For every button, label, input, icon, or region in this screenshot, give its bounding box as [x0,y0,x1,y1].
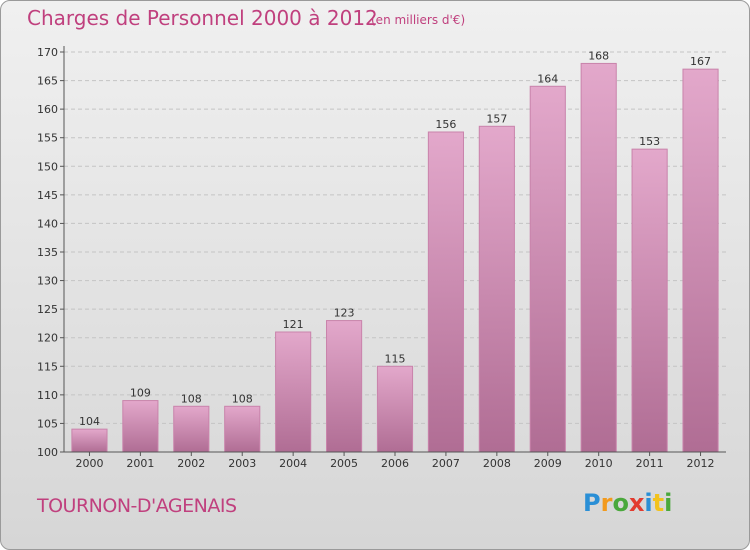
bar-value-label: 153 [639,135,660,148]
bar-value-label: 104 [79,415,100,428]
y-tick-label: 160 [37,103,58,116]
bar-value-label: 109 [130,387,151,400]
x-tick-label: 2006 [381,457,409,470]
chart-title: Charges de Personnel 2000 à 2012 [27,6,378,30]
bar [580,62,617,453]
x-tick-label: 2007 [432,457,460,470]
logo-letter: r [600,489,613,517]
axes [60,46,726,456]
y-tick-label: 100 [37,446,58,459]
x-tick-label: 2002 [177,457,205,470]
bar-series [71,62,719,453]
y-tick-label: 110 [37,389,58,402]
bar [478,125,515,453]
commune-name: TOURNON-D'AGENAIS [37,495,237,517]
y-tick-label: 155 [37,132,58,145]
logo-letter: o [612,489,629,517]
y-tick-label: 130 [37,275,58,288]
labels: 100 105 110 115 120 125 130 135 140 145 150 155 160 1… [37,46,715,470]
bar-value-label: 108 [232,392,253,405]
x-tick-label: 2004 [279,457,307,470]
bar-value-label: 123 [334,307,355,320]
x-tick-label: 2012 [687,457,715,470]
y-tick-label: 135 [37,246,58,259]
bar-value-label: 156 [435,118,456,131]
x-tick-label: 2005 [330,457,358,470]
bar-value-label: 108 [181,392,202,405]
bar-value-label: 164 [537,72,558,85]
bar [122,400,159,453]
bar [71,428,108,453]
logo-letter: i [644,489,653,517]
bar [682,68,719,453]
logo-letter: t [652,489,665,517]
x-tick-label: 2003 [228,457,256,470]
bar-value-label: 157 [486,112,507,125]
x-tick-label: 2000 [75,457,103,470]
x-tick-label: 2008 [483,457,511,470]
y-tick-label: 120 [37,332,58,345]
y-tick-label: 105 [37,417,58,430]
y-tick-label: 140 [37,217,58,230]
y-tick-label: 145 [37,189,58,202]
y-tick-label: 170 [37,46,58,59]
bar [173,405,210,453]
logo-letter: P [583,489,601,517]
bar [631,148,668,453]
y-tick-label: 115 [37,360,58,373]
bar-value-label: 115 [385,352,406,365]
x-tick-label: 2010 [585,457,613,470]
bar [326,320,363,453]
logo-letter: i [664,489,673,517]
bar [376,365,414,453]
bar [427,131,464,453]
bar-value-label: 167 [690,55,711,68]
bar [529,85,566,453]
logo-letter: x [628,489,645,517]
y-tick-label: 125 [37,303,58,316]
bar-value-label: 168 [588,49,609,62]
bar [275,331,312,453]
x-tick-label: 2009 [534,457,562,470]
x-tick-label: 2001 [126,457,154,470]
y-tick-label: 165 [37,75,58,88]
proxiti-logo: Proxiti [583,489,672,517]
x-tick-label: 2011 [636,457,664,470]
y-tick-label: 150 [37,160,58,173]
chart-unit-subtitle: (en milliers d'€) [371,13,466,27]
bar-value-label: 121 [283,318,304,331]
bar [224,405,261,453]
